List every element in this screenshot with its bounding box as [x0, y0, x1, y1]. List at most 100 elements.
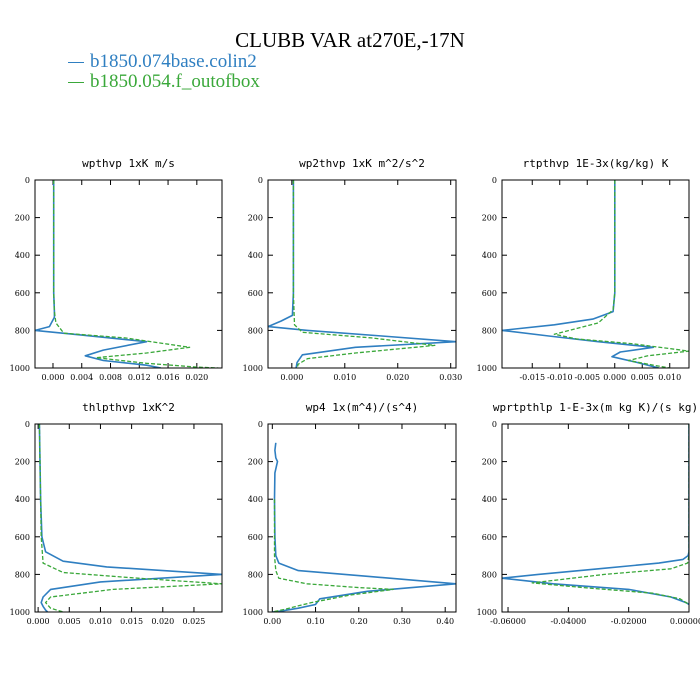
x-tick-label: 0.005: [58, 617, 81, 626]
y-tick-label: 0: [258, 176, 263, 185]
panel-title: wp4 1x(m^4)/(s^4): [306, 401, 419, 414]
series-line-blue: [502, 180, 659, 368]
chart-panel-1: wpthvp 1xK m/s 0 200 400 600 800 1000 0.000 0.00…: [10, 157, 223, 382]
y-tick-label: 600: [482, 289, 497, 298]
series-line-blue: [502, 424, 689, 606]
plot-frame: [501, 423, 690, 613]
y-tick-label: 1000: [477, 364, 497, 373]
y-tick-label: 200: [248, 458, 263, 467]
y-tick-label: 0: [492, 420, 497, 429]
y-tick-label: 400: [15, 251, 30, 260]
y-tick-label: 1000: [10, 608, 30, 617]
y-tick-label: 800: [15, 326, 30, 335]
legend-label-green: b1850.054.f_outofbox: [90, 71, 260, 92]
y-tick-label: 200: [15, 458, 30, 467]
x-tick-label: 0.000000: [670, 617, 700, 626]
x-tick-label: 0.012: [128, 373, 151, 382]
legend-label-blue: b1850.074base.colin2: [90, 51, 257, 72]
x-tick-label: 0.025: [182, 617, 205, 626]
legend: b1850.074base.colin2 b1850.054.f_outofbo…: [68, 52, 260, 92]
y-tick-label: 400: [15, 495, 30, 504]
series-line-green: [38, 424, 222, 612]
figure-title: CLUBB VAR at270E,-17N: [235, 28, 465, 52]
legend-item-blue: b1850.074base.colin2: [68, 52, 260, 72]
x-tick-label: 0.020: [185, 373, 208, 382]
plot-frame: [34, 423, 223, 613]
y-tick-label: 400: [482, 495, 497, 504]
x-tick-label: 0.004: [70, 373, 93, 382]
y-tick-label: 0: [25, 176, 30, 185]
x-tick-label: 0.000: [27, 617, 50, 626]
x-tick-label: 0.005: [631, 373, 654, 382]
x-tick-label: 0.10: [307, 617, 325, 626]
y-tick-label: 1000: [243, 364, 263, 373]
y-tick-label: 600: [248, 533, 263, 542]
x-tick-label: 0.030: [439, 373, 462, 382]
x-tick-label: 0.000: [280, 373, 303, 382]
y-tick-label: 1000: [10, 364, 30, 373]
legend-swatch-green: [68, 81, 84, 83]
x-tick-label: -0.04000: [550, 617, 586, 626]
y-tick-label: 800: [482, 570, 497, 579]
x-tick-label: -0.015: [519, 373, 545, 382]
chart-panel-6: wprtpthlp 1-E-3x(m kg K)/(s kg) 0 200 400 60…: [477, 401, 700, 626]
x-tick-label: 0.40: [436, 617, 454, 626]
x-tick-label: 0.000: [42, 373, 65, 382]
series-line-blue: [38, 424, 222, 612]
legend-swatch-blue: [68, 61, 84, 63]
panel-title: wp2thvp 1xK m^2/s^2: [299, 157, 425, 170]
y-tick-label: 400: [248, 495, 263, 504]
y-tick-label: 1000: [477, 608, 497, 617]
panel-title: thlpthvp 1xK^2: [82, 401, 175, 414]
y-tick-label: 400: [482, 251, 497, 260]
y-tick-label: 0: [25, 420, 30, 429]
y-tick-label: 200: [15, 214, 30, 223]
x-tick-label: 0.010: [333, 373, 356, 382]
chart-panel-3: rtpthvp 1E-3x(kg/kg) K 0 200 400 600 800 1000 -…: [477, 157, 690, 382]
chart-panel-2: wp2thvp 1xK m^2/s^2 0 200 400 600 800 1000 0.00…: [243, 157, 463, 382]
x-tick-label: -0.02000: [611, 617, 647, 626]
y-tick-label: 200: [248, 214, 263, 223]
x-tick-label: 0.020: [151, 617, 174, 626]
y-tick-label: 800: [248, 570, 263, 579]
x-tick-label: 0.020: [386, 373, 409, 382]
plot-frame: [267, 423, 457, 613]
x-tick-label: 0.00: [263, 617, 281, 626]
panel-title: wprtpthlp 1-E-3x(m kg K)/(s kg): [493, 401, 698, 414]
series-line-green: [531, 424, 689, 606]
x-tick-label: -0.06000: [490, 617, 526, 626]
y-tick-label: 600: [482, 533, 497, 542]
panel-title: rtpthvp 1E-3x(kg/kg) K: [523, 157, 669, 170]
y-tick-label: 0: [492, 176, 497, 185]
x-tick-label: -0.010: [547, 373, 573, 382]
y-tick-label: 600: [248, 289, 263, 298]
series-line-green: [292, 180, 436, 368]
x-tick-label: 0.008: [99, 373, 122, 382]
y-tick-label: 200: [482, 458, 497, 467]
x-tick-label: 0.20: [350, 617, 368, 626]
panel-title: wpthvp 1xK m/s: [82, 157, 175, 170]
series-line-blue: [272, 442, 456, 612]
x-tick-label: 0.30: [393, 617, 411, 626]
x-tick-label: -0.005: [574, 373, 600, 382]
y-tick-label: 800: [482, 326, 497, 335]
y-tick-label: 200: [482, 214, 497, 223]
series-line-green: [272, 499, 394, 612]
y-tick-label: 1000: [243, 608, 263, 617]
y-tick-label: 600: [15, 289, 30, 298]
y-tick-label: 0: [258, 420, 263, 429]
y-tick-label: 400: [248, 251, 263, 260]
x-tick-label: 0.016: [157, 373, 180, 382]
y-tick-label: 800: [248, 326, 263, 335]
series-line-green: [53, 180, 219, 368]
x-tick-label: 0.010: [89, 617, 112, 626]
x-tick-label: 0.015: [120, 617, 143, 626]
y-tick-label: 800: [15, 570, 30, 579]
y-tick-label: 600: [15, 533, 30, 542]
x-tick-label: 0.010: [658, 373, 681, 382]
plot-frame: [501, 179, 690, 369]
plot-frame: [267, 179, 457, 369]
